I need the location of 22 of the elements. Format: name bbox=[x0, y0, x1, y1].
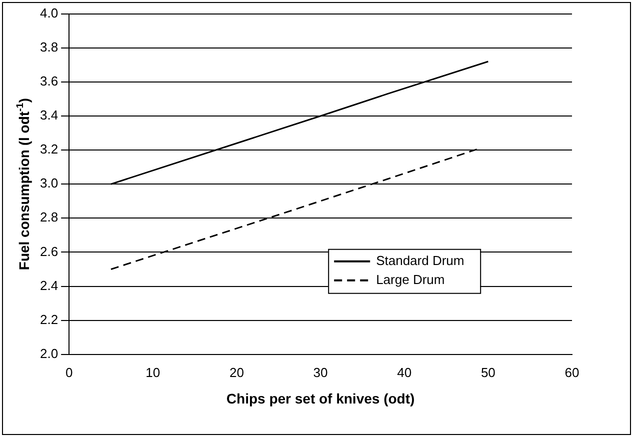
y-tick-label: 3.8 bbox=[40, 39, 58, 54]
y-axis-title: Fuel consumption (l odt-1) bbox=[14, 98, 32, 270]
x-tick-label: 50 bbox=[480, 364, 496, 380]
legend-label: Large Drum bbox=[376, 272, 445, 287]
y-tick-label: 2.2 bbox=[40, 312, 58, 327]
x-tick-label: 10 bbox=[146, 364, 160, 380]
y-tick-label: 4.0 bbox=[40, 5, 58, 20]
legend-label: Standard Drum bbox=[376, 252, 464, 268]
y-tick-label: 3.6 bbox=[40, 74, 58, 88]
y-tick-label: 2.6 bbox=[40, 244, 58, 259]
x-axis-title: Chips per set of knives (odt) bbox=[226, 390, 415, 406]
y-tick-label: 2.8 bbox=[40, 210, 58, 225]
x-tick-label: 20 bbox=[229, 364, 244, 380]
x-tick-label: 40 bbox=[397, 364, 412, 380]
y-tick-label: 3.0 bbox=[40, 176, 58, 191]
x-tick-label: 60 bbox=[564, 364, 580, 380]
x-tick-label: 30 bbox=[313, 364, 328, 380]
y-tick-label: 2.0 bbox=[40, 346, 58, 361]
y-tick-label: 3.2 bbox=[40, 142, 58, 157]
y-tick-label: 2.4 bbox=[40, 278, 58, 293]
x-tick-label: 0 bbox=[65, 364, 73, 380]
y-tick-label: 3.4 bbox=[40, 108, 58, 123]
